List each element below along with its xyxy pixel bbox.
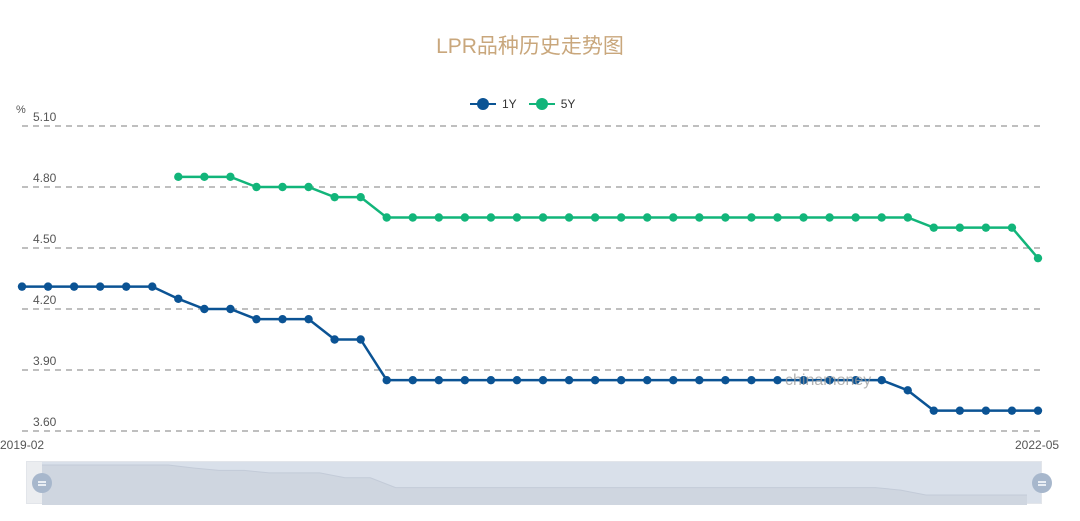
y-axis-unit: % <box>16 104 26 116</box>
data-point[interactable] <box>877 375 886 385</box>
data-point[interactable] <box>148 282 157 291</box>
data-point[interactable] <box>955 223 965 232</box>
data-point[interactable] <box>669 213 678 222</box>
data-point[interactable] <box>981 223 991 232</box>
data-point[interactable] <box>564 375 574 385</box>
data-point[interactable] <box>669 375 678 385</box>
data-point[interactable] <box>825 375 834 385</box>
data-point[interactable] <box>695 213 704 222</box>
data-point[interactable] <box>747 375 756 385</box>
data-point[interactable] <box>955 406 965 415</box>
data-point[interactable] <box>69 282 79 291</box>
data-point[interactable] <box>200 172 209 182</box>
data-point[interactable] <box>408 375 417 385</box>
data-point[interactable] <box>252 314 261 324</box>
legend-item-5y[interactable]: 5Y <box>528 97 576 111</box>
data-point[interactable] <box>486 213 496 222</box>
data-point[interactable] <box>643 213 652 222</box>
data-point[interactable] <box>590 375 600 385</box>
data-point[interactable] <box>825 213 834 222</box>
data-point[interactable] <box>226 172 235 182</box>
chart-title: LPR品种历史走势图 <box>436 35 624 58</box>
data-point[interactable] <box>616 213 626 222</box>
data-point[interactable] <box>721 213 730 222</box>
data-point[interactable] <box>851 375 860 385</box>
data-point[interactable] <box>1007 223 1017 232</box>
data-point[interactable] <box>304 182 313 192</box>
data-point[interactable] <box>226 304 235 314</box>
data-point[interactable] <box>1033 406 1043 415</box>
data-point[interactable] <box>538 213 548 222</box>
data-point[interactable] <box>747 213 756 222</box>
series-line-1y <box>22 285 1038 412</box>
data-point[interactable] <box>929 223 938 232</box>
data-point[interactable] <box>408 213 417 222</box>
data-point[interactable] <box>434 213 444 222</box>
data-point[interactable] <box>1033 253 1043 263</box>
data-point[interactable] <box>799 213 808 222</box>
data-point[interactable] <box>877 213 886 222</box>
data-point[interactable] <box>356 335 365 344</box>
data-point[interactable] <box>200 304 209 314</box>
data-point[interactable] <box>43 282 53 291</box>
data-point[interactable] <box>278 182 287 192</box>
slider-preview <box>42 464 1027 505</box>
data-point[interactable] <box>174 294 183 304</box>
data-point[interactable] <box>564 213 574 222</box>
y-tick-label: 3.90 <box>33 354 57 368</box>
x-axis-start-label: 2019-02 <box>0 438 45 452</box>
data-point[interactable] <box>643 375 652 385</box>
data-point[interactable] <box>382 375 391 385</box>
y-tick-label: 5.10 <box>33 110 57 124</box>
data-point[interactable] <box>174 172 183 182</box>
data-point[interactable] <box>981 406 991 415</box>
data-point[interactable] <box>695 375 704 385</box>
y-tick-label: 3.60 <box>33 415 57 429</box>
data-point[interactable] <box>17 282 27 291</box>
data-point[interactable] <box>903 213 912 222</box>
data-point[interactable] <box>773 213 782 222</box>
data-point[interactable] <box>278 314 287 324</box>
data-point[interactable] <box>330 335 339 344</box>
data-point[interactable] <box>252 182 261 192</box>
line-marker-icon <box>470 97 496 111</box>
data-point[interactable] <box>434 375 444 385</box>
data-point[interactable] <box>95 282 105 291</box>
data-point[interactable] <box>382 213 391 222</box>
data-point[interactable] <box>799 375 808 385</box>
legend-label: 5Y <box>560 97 576 111</box>
data-point[interactable] <box>1007 406 1017 415</box>
data-point[interactable] <box>512 375 522 385</box>
data-point[interactable] <box>486 375 496 385</box>
slider-handle-start[interactable] <box>32 473 52 493</box>
legend-label: 1Y <box>502 97 517 111</box>
data-zoom-slider[interactable] <box>26 461 1052 505</box>
y-tick-label: 4.50 <box>33 232 57 246</box>
data-point[interactable] <box>356 192 365 202</box>
data-point[interactable] <box>903 386 912 395</box>
slider-handle-end[interactable] <box>1032 473 1052 493</box>
y-tick-label: 4.80 <box>33 171 57 185</box>
watermark: chinamoney <box>785 372 872 389</box>
data-point[interactable] <box>460 213 470 222</box>
data-point[interactable] <box>304 314 313 324</box>
legend: 1Y 5Y <box>470 96 587 112</box>
legend-item-1y[interactable]: 1Y <box>470 97 517 111</box>
x-axis-end-label: 2022-05 <box>1015 438 1060 452</box>
y-tick-label: 4.20 <box>33 293 57 307</box>
data-point[interactable] <box>851 213 860 222</box>
data-point[interactable] <box>512 213 522 222</box>
data-point[interactable] <box>460 375 470 385</box>
data-point[interactable] <box>122 282 131 291</box>
data-point[interactable] <box>590 213 600 222</box>
data-point[interactable] <box>330 192 339 202</box>
data-point[interactable] <box>721 375 730 385</box>
data-point[interactable] <box>929 406 938 415</box>
data-point[interactable] <box>538 375 548 385</box>
data-point[interactable] <box>773 375 782 385</box>
line-marker-icon <box>528 97 555 111</box>
series-line-5y <box>178 175 1039 259</box>
data-point[interactable] <box>616 375 626 385</box>
